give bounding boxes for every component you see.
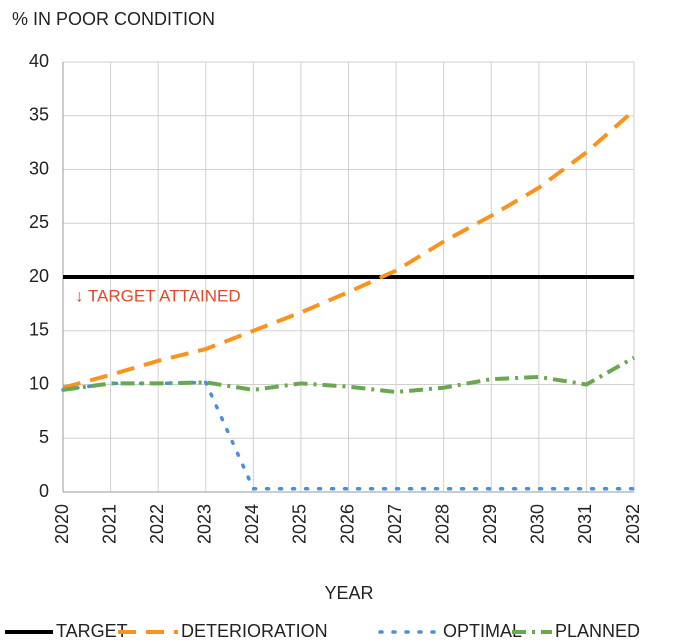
- annotation: ↓ TARGET ATTAINED: [75, 286, 241, 305]
- y-axis-label: % IN POOR CONDITION: [12, 9, 215, 29]
- legend-label: PLANNED: [555, 621, 640, 641]
- x-tick-label: 2025: [290, 504, 310, 544]
- series-line: [61, 380, 636, 491]
- x-tick-label: 2027: [385, 504, 405, 544]
- series-line: [62, 108, 636, 390]
- y-tick-label: 10: [29, 373, 49, 393]
- x-tick-label: 2023: [195, 504, 215, 544]
- x-axis-label: YEAR: [324, 583, 373, 603]
- legend-label: OPTIMAL: [443, 621, 522, 641]
- legend-label: DETERIORATION: [181, 621, 328, 641]
- x-tick-label: 2028: [432, 504, 452, 544]
- x-tick-label: 2030: [528, 504, 548, 544]
- x-tick-label: 2032: [623, 504, 643, 544]
- legend-label: TARGET: [56, 621, 128, 641]
- y-tick-label: 0: [39, 481, 49, 501]
- y-tick-label: 5: [39, 427, 49, 447]
- series-line: [62, 355, 635, 395]
- y-tick-label: 15: [29, 320, 49, 340]
- x-tick-label: 2021: [99, 504, 119, 544]
- x-tick-label: 2020: [52, 504, 72, 544]
- x-tick-label: 2026: [337, 504, 357, 544]
- x-tick-label: 2029: [480, 504, 500, 544]
- y-tick-label: 20: [29, 266, 49, 286]
- y-tick-label: 35: [29, 105, 49, 125]
- x-tick-label: 2031: [575, 504, 595, 544]
- x-tick-label: 2022: [147, 504, 167, 544]
- y-tick-label: 40: [29, 51, 49, 71]
- y-tick-label: 25: [29, 212, 49, 232]
- y-tick-label: 30: [29, 158, 49, 178]
- x-tick-label: 2024: [242, 504, 262, 544]
